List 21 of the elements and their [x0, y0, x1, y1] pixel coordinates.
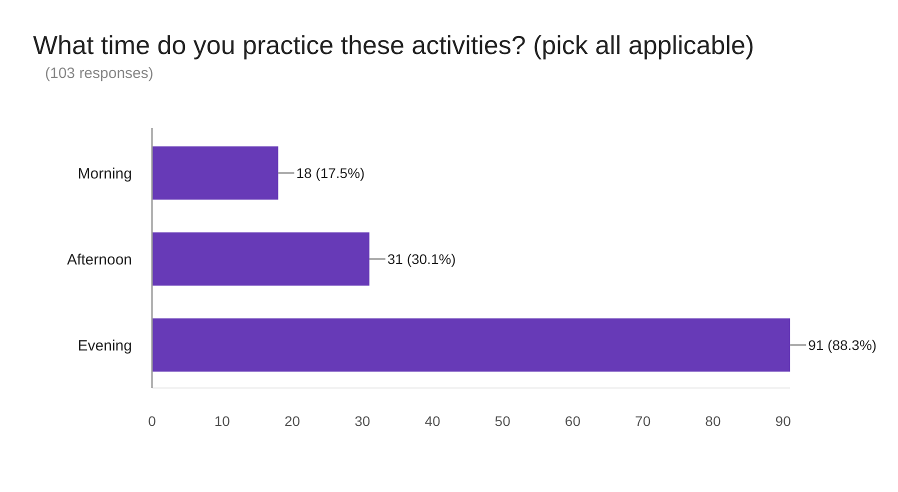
x-tick-label: 20: [284, 413, 300, 429]
x-tick-label: 80: [705, 413, 721, 429]
x-tick-label: 60: [564, 413, 581, 429]
chart-title: What time do you practice these activities? (pick all applicable): [33, 30, 754, 60]
x-tick-label: 10: [214, 413, 230, 429]
y-tick-label: Afternoon: [66, 251, 132, 268]
data-label: 31 (30.1%): [387, 250, 456, 267]
y-tick-label: Evening: [78, 337, 132, 354]
bar: [152, 232, 370, 286]
data-label: 18 (17.5%): [296, 164, 365, 181]
x-tick-label: 90: [775, 413, 792, 429]
x-tick-label: 50: [494, 413, 511, 429]
x-tick-label: 0: [148, 413, 156, 429]
x-tick-label: 30: [354, 413, 370, 429]
x-tick-label: 70: [635, 413, 651, 429]
y-tick-label: Morning: [78, 165, 132, 182]
chart-subtitle: (103 responses): [45, 65, 154, 82]
x-tick-label: 40: [424, 413, 440, 429]
data-label: 91 (88.3%): [808, 336, 877, 353]
bar: [152, 146, 278, 200]
bar: [152, 318, 790, 372]
